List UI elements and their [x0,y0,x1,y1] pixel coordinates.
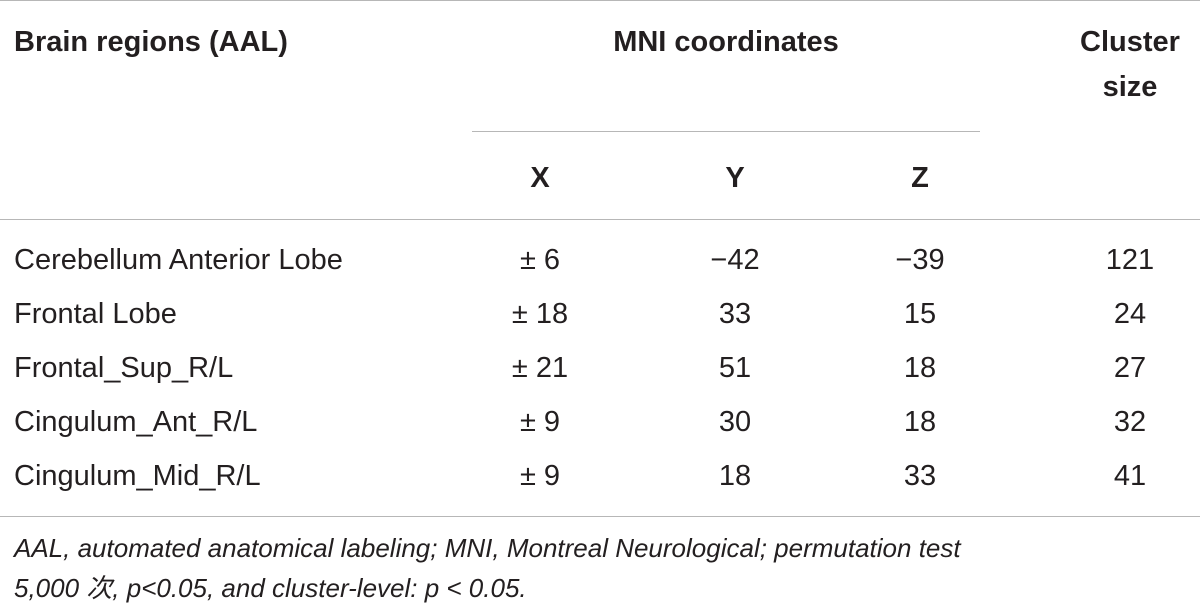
row-y: 30 [718,406,752,438]
row-x: ± 9 [519,460,561,492]
row-cluster-size: 24 [1113,298,1147,330]
row-cluster-size: 27 [1113,352,1147,384]
row-z: 18 [903,352,937,384]
row-y: 33 [718,298,752,330]
row-x: ± 6 [519,244,561,276]
header-cluster-size-line2: size [1102,71,1158,103]
row-x: ± 9 [519,406,561,438]
row-x: ± 18 [511,298,569,330]
row-cluster-size: 41 [1113,460,1147,492]
row-y: 18 [718,460,752,492]
mni-underline [472,131,980,132]
row-region: Frontal_Sup_R/L [14,352,234,384]
header-bottom-rule [0,219,1200,220]
row-x: ± 21 [511,352,569,384]
row-cluster-size: 32 [1113,406,1147,438]
header-y: Y [725,162,745,194]
header-brain-regions: Brain regions (AAL) [14,26,288,58]
header-z: Z [911,162,929,194]
row-cluster-size: 121 [1105,244,1155,276]
footnote-line-2: 5,000 次, p<0.05, and cluster-level: p < … [14,573,527,603]
table-footnote: AAL, automated anatomical labeling; MNI,… [14,528,1189,608]
row-region: Cerebellum Anterior Lobe [14,244,343,276]
row-z: 33 [903,460,937,492]
footnote-line-1: AAL, automated anatomical labeling; MNI,… [14,533,961,563]
header-cluster-size-line1: Cluster [1080,26,1180,58]
row-y: −42 [710,244,760,276]
row-z: −39 [895,244,945,276]
row-y: 51 [718,352,752,384]
row-region: Cingulum_Ant_R/L [14,406,258,438]
header-mni-coordinates: MNI coordinates [613,26,839,58]
row-region: Cingulum_Mid_R/L [14,460,261,492]
row-z: 15 [903,298,937,330]
row-region: Frontal Lobe [14,298,177,330]
table-bottom-rule [0,516,1200,517]
header-x: X [530,162,550,194]
top-rule [0,0,1200,1]
row-z: 18 [903,406,937,438]
